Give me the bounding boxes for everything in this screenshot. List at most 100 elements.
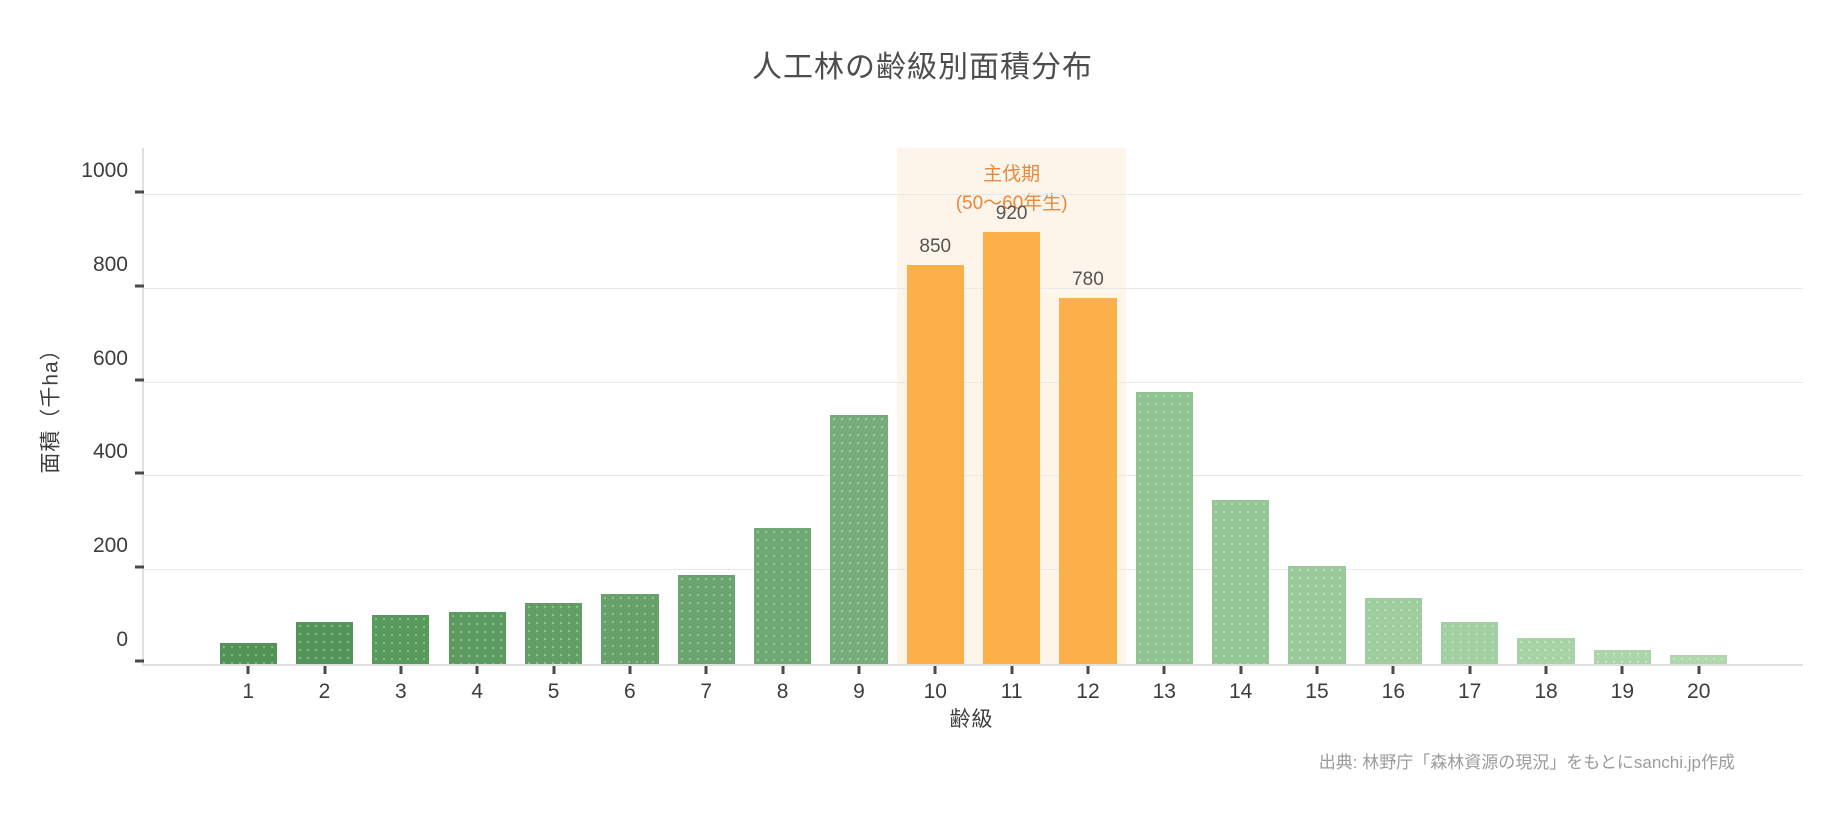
bar-slot: 780 12 [1050,148,1126,703]
bar [1288,565,1346,664]
x-tick-mark [1086,666,1090,674]
x-tick-label: 19 [1610,680,1635,703]
bar [1212,499,1270,664]
chart-title: 人工林の齢級別面積分布 [752,51,1093,84]
bar-slot: 850 10 [897,148,973,703]
x-tick-mark [552,666,556,674]
bar-slot: 14 [1202,148,1278,703]
bar-slot: 3 [363,148,439,703]
x-tick-label: 5 [547,680,560,703]
bar: 850 [906,236,964,664]
x-tick-label: 13 [1152,680,1176,703]
bar-value-label: 920 [995,203,1028,225]
bar-slot: 8 [744,148,820,703]
bar-value-label: 780 [1072,269,1104,291]
bar [1364,598,1422,664]
x-tick-mark [1697,666,1701,674]
x-tick-label: 2 [318,680,331,703]
y-axis-title: 面積（千ha） [20,148,80,664]
x-tick-label: 6 [624,680,636,703]
bar-slot: 17 [1432,148,1508,703]
y-tick-mark [135,565,144,569]
harvest-period-annotation: 主伐期 (50〜60年生) [897,161,1126,218]
x-tick-label: 16 [1381,680,1406,703]
x-tick-mark [323,666,327,674]
harvest-period-annotation-line: (50〜60年生) [955,192,1068,214]
y-tick-label: 200 [92,534,128,558]
x-tick-label: 15 [1305,680,1329,703]
x-tick-mark [933,666,937,674]
x-axis-title: 齢級 [949,708,994,731]
y-tick-label: 800 [92,252,128,276]
x-tick-label: 12 [1076,680,1100,703]
x-tick-mark [246,666,250,674]
x-tick-mark [1468,666,1472,674]
bar-slot: 1 [210,148,286,703]
bar [372,614,430,664]
x-tick-mark [1620,666,1624,674]
y-tick-label: 0 [116,628,128,651]
x-tick-label: 11 [1000,680,1023,703]
bar-slot: 18 [1508,148,1584,703]
bar: 780 [1059,269,1117,664]
bar [219,642,277,664]
x-tick-mark [628,666,632,674]
y-tick-label: 400 [92,440,128,464]
x-tick-label: 14 [1228,680,1253,703]
bar [1670,654,1728,664]
gridline [144,287,1803,289]
bars-row: 主伐期 (50〜60年生) 1 2 3 4 5 6 7 8 9 850 10 920 11 780 12 13 14… [210,148,1737,703]
bar-slot: 920 11 [973,148,1049,703]
plot-area: 主伐期 (50〜60年生) 1 2 3 4 5 6 7 8 9 850 10 920 11 780 12 13 14… [81,148,1803,703]
x-tick-label: 10 [923,680,947,703]
bar-slot: 4 [439,148,515,703]
bar-slot: 6 [592,148,668,703]
y-tick-mark [135,471,144,475]
x-tick-mark [1391,666,1395,674]
x-tick-mark [704,666,708,674]
x-tick-label: 3 [395,680,407,703]
x-tick-mark [1239,666,1243,674]
bar [524,603,583,664]
bar [295,621,354,664]
bar [1441,621,1499,664]
gridline [144,475,1803,477]
gridline [144,193,1803,195]
x-tick-label: 1 [242,680,255,703]
x-tick-label: 9 [853,680,865,703]
x-tick-label: 7 [700,680,713,703]
bar [753,527,812,664]
x-tick-mark [1162,666,1166,674]
x-tick-label: 18 [1534,680,1558,703]
x-tick-mark [1010,666,1014,674]
x-tick-mark [399,666,403,674]
y-tick-mark [135,378,144,382]
bar-slot: 16 [1355,148,1431,703]
y-tick-label: 600 [92,346,128,370]
x-tick-mark [1315,666,1319,674]
source-note: 出典: 林野庁「森林資源の現況」をもとにsanchi.jp作成 [1318,753,1735,772]
bar [601,593,659,664]
bar [1135,391,1193,664]
gridline [144,569,1803,571]
bar-slot: 7 [668,148,744,703]
x-tick-mark [475,666,479,674]
bar-slot: 20 [1661,148,1737,703]
y-tick-label: 1000 [81,158,128,182]
x-tick-label: 4 [471,680,484,703]
y-tick-mark [135,659,144,663]
y-axis-title-text: 面積（千ha） [40,338,64,474]
x-tick-mark [781,666,785,674]
bar: 920 [982,203,1041,664]
bar [448,612,506,664]
x-tick-mark [857,666,861,674]
bar [1517,638,1575,664]
bar [677,574,735,664]
bar-value-label: 850 [919,236,952,258]
x-tick-label: 20 [1687,680,1711,703]
bar [1593,649,1651,664]
bar-slot: 2 [286,148,362,703]
bar-slot: 5 [515,148,591,703]
x-tick-label: 17 [1457,680,1482,703]
